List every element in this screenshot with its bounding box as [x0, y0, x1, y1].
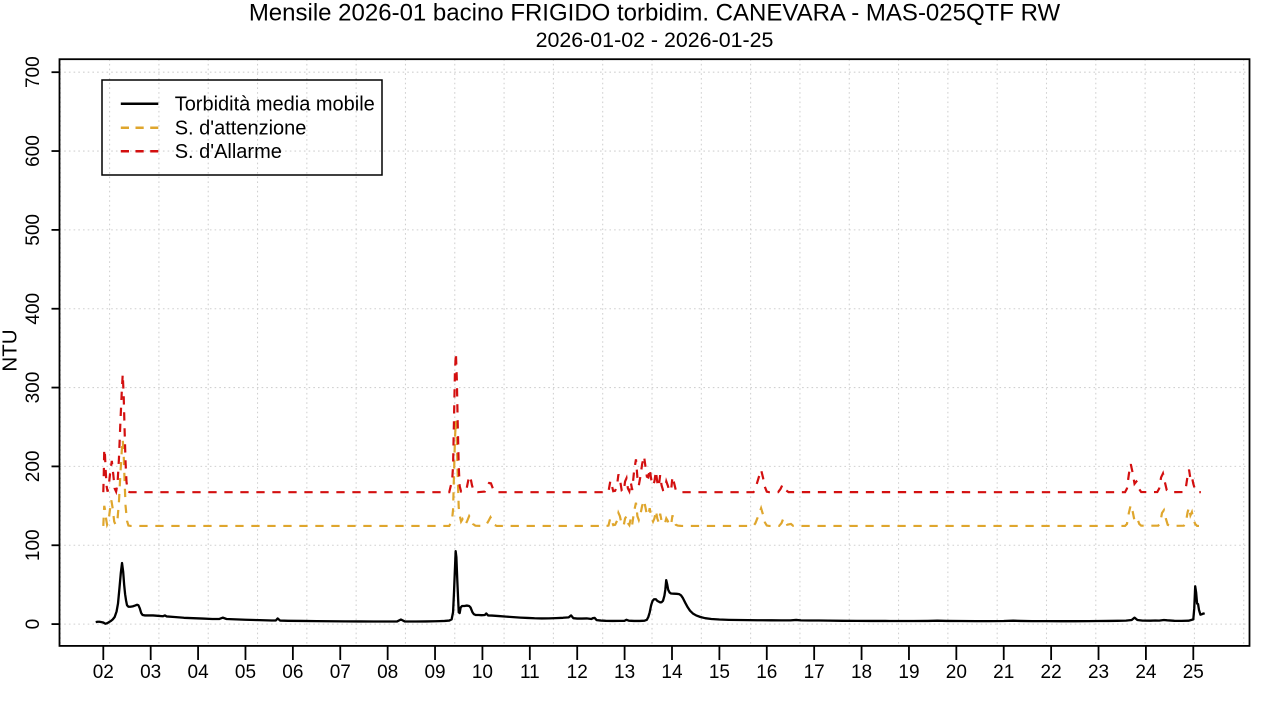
- svg-text:16: 16: [756, 662, 777, 683]
- svg-text:20: 20: [946, 662, 967, 683]
- svg-text:10: 10: [472, 662, 493, 683]
- svg-text:05: 05: [235, 662, 256, 683]
- svg-text:200: 200: [23, 451, 44, 483]
- svg-text:18: 18: [851, 662, 872, 683]
- svg-text:11: 11: [520, 662, 540, 683]
- svg-text:15: 15: [709, 662, 730, 683]
- svg-text:Mensile 2026-01 bacino FRIGIDO: Mensile 2026-01 bacino FRIGIDO torbidim.…: [249, 0, 1061, 27]
- svg-text:500: 500: [23, 214, 44, 246]
- svg-text:02: 02: [93, 662, 114, 683]
- svg-text:17: 17: [804, 662, 825, 683]
- svg-text:23: 23: [1088, 662, 1109, 683]
- svg-text:06: 06: [282, 662, 303, 683]
- svg-text:300: 300: [23, 372, 44, 404]
- svg-text:04: 04: [188, 662, 210, 683]
- svg-text:19: 19: [898, 662, 919, 683]
- svg-text:100: 100: [23, 529, 44, 561]
- svg-text:12: 12: [567, 662, 588, 683]
- svg-text:22: 22: [1041, 662, 1062, 683]
- svg-text:07: 07: [330, 662, 351, 683]
- svg-text:13: 13: [614, 662, 635, 683]
- svg-text:Torbidità media mobile: Torbidità media mobile: [175, 94, 375, 116]
- svg-text:03: 03: [140, 662, 161, 683]
- svg-text:S. d'Allarme: S. d'Allarme: [175, 141, 282, 163]
- svg-text:25: 25: [1183, 662, 1204, 683]
- svg-text:2026-01-02 - 2026-01-25: 2026-01-02 - 2026-01-25: [536, 28, 774, 52]
- svg-text:08: 08: [377, 662, 398, 683]
- svg-text:0: 0: [23, 619, 44, 630]
- svg-text:600: 600: [23, 135, 44, 167]
- svg-text:700: 700: [23, 56, 44, 88]
- svg-text:S. d'attenzione: S. d'attenzione: [175, 118, 307, 140]
- svg-text:400: 400: [23, 293, 44, 325]
- svg-text:09: 09: [424, 662, 445, 683]
- svg-text:21: 21: [993, 662, 1014, 683]
- svg-text:NTU: NTU: [0, 329, 22, 371]
- svg-text:14: 14: [661, 662, 683, 683]
- svg-text:24: 24: [1135, 662, 1157, 683]
